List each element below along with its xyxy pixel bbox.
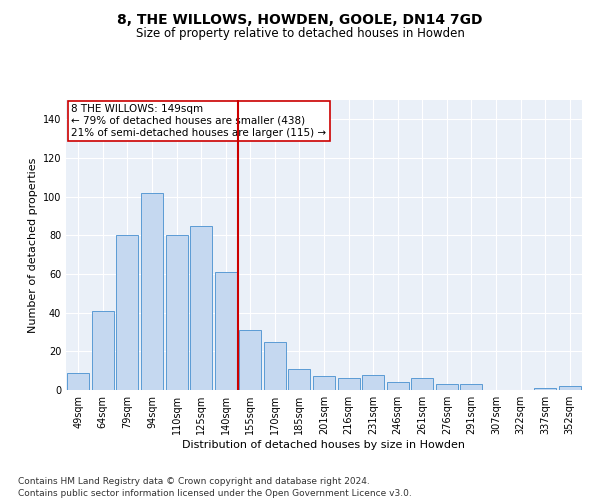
Bar xyxy=(239,330,262,390)
Bar xyxy=(67,372,89,390)
Text: Size of property relative to detached houses in Howden: Size of property relative to detached ho… xyxy=(136,28,464,40)
Text: 8, THE WILLOWS, HOWDEN, GOOLE, DN14 7GD: 8, THE WILLOWS, HOWDEN, GOOLE, DN14 7GD xyxy=(117,12,483,26)
Text: 8 THE WILLOWS: 149sqm
← 79% of detached houses are smaller (438)
21% of semi-det: 8 THE WILLOWS: 149sqm ← 79% of detached … xyxy=(71,104,326,138)
Bar xyxy=(215,272,237,390)
Bar xyxy=(436,384,458,390)
Bar xyxy=(264,342,286,390)
Bar xyxy=(92,310,114,390)
Bar xyxy=(460,384,482,390)
Bar xyxy=(559,386,581,390)
Bar xyxy=(534,388,556,390)
Y-axis label: Number of detached properties: Number of detached properties xyxy=(28,158,38,332)
Bar xyxy=(289,368,310,390)
Bar xyxy=(141,193,163,390)
Bar xyxy=(190,226,212,390)
Bar xyxy=(338,378,359,390)
X-axis label: Distribution of detached houses by size in Howden: Distribution of detached houses by size … xyxy=(182,440,466,450)
Bar xyxy=(166,236,188,390)
Bar xyxy=(116,236,139,390)
Bar xyxy=(386,382,409,390)
Bar xyxy=(362,374,384,390)
Bar xyxy=(313,376,335,390)
Text: Contains HM Land Registry data © Crown copyright and database right 2024.
Contai: Contains HM Land Registry data © Crown c… xyxy=(18,476,412,498)
Bar xyxy=(411,378,433,390)
